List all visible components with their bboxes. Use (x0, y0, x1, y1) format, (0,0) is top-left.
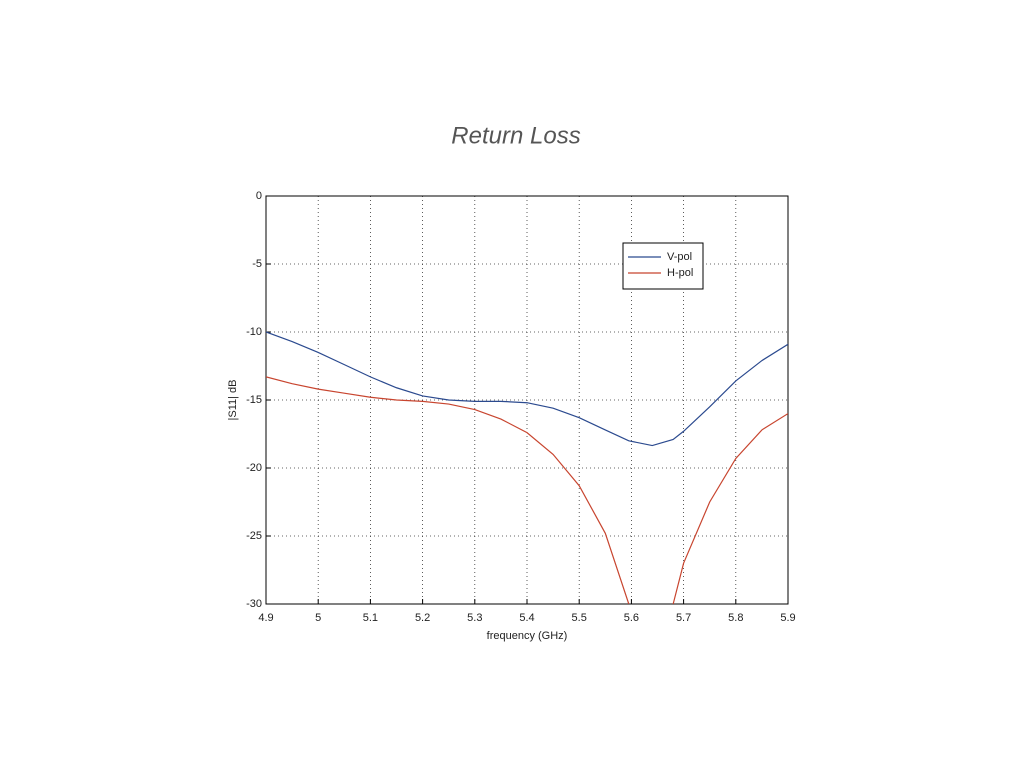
y-tick-label: -30 (246, 598, 262, 610)
chart-title: Return Loss (451, 122, 580, 149)
y-tick-label: 0 (256, 190, 262, 202)
series-line (266, 331, 788, 447)
y-tick-label: -5 (252, 258, 262, 270)
x-tick-label: 5.8 (728, 612, 743, 624)
x-tick-label: 5.2 (415, 612, 430, 624)
y-tick-label: -25 (246, 530, 262, 542)
y-tick-label: -20 (246, 462, 262, 474)
legend-label: H-pol (667, 267, 693, 279)
x-tick-label: 5.1 (363, 612, 378, 624)
series-line (266, 376, 788, 604)
x-tick-label: 5.6 (624, 612, 639, 624)
series-group (266, 331, 788, 604)
x-tick-label: 5 (315, 612, 321, 624)
x-tick-label: 5.7 (676, 612, 691, 624)
y-tick-label: -15 (246, 394, 262, 406)
x-tick-label: 5.9 (780, 612, 795, 624)
y-tick-label: -10 (246, 326, 262, 338)
legend-box (622, 242, 704, 290)
x-tick-label: 5.5 (572, 612, 587, 624)
x-axis-label: frequency (GHz) (487, 630, 568, 642)
x-tick-label: 5.3 (467, 612, 482, 624)
plot-frame (265, 195, 789, 605)
y-axis-label: |S11| dB (227, 380, 239, 421)
x-tick-label: 4.9 (258, 612, 273, 624)
x-tick-label: 5.4 (519, 612, 534, 624)
legend-label: V-pol (667, 251, 692, 263)
